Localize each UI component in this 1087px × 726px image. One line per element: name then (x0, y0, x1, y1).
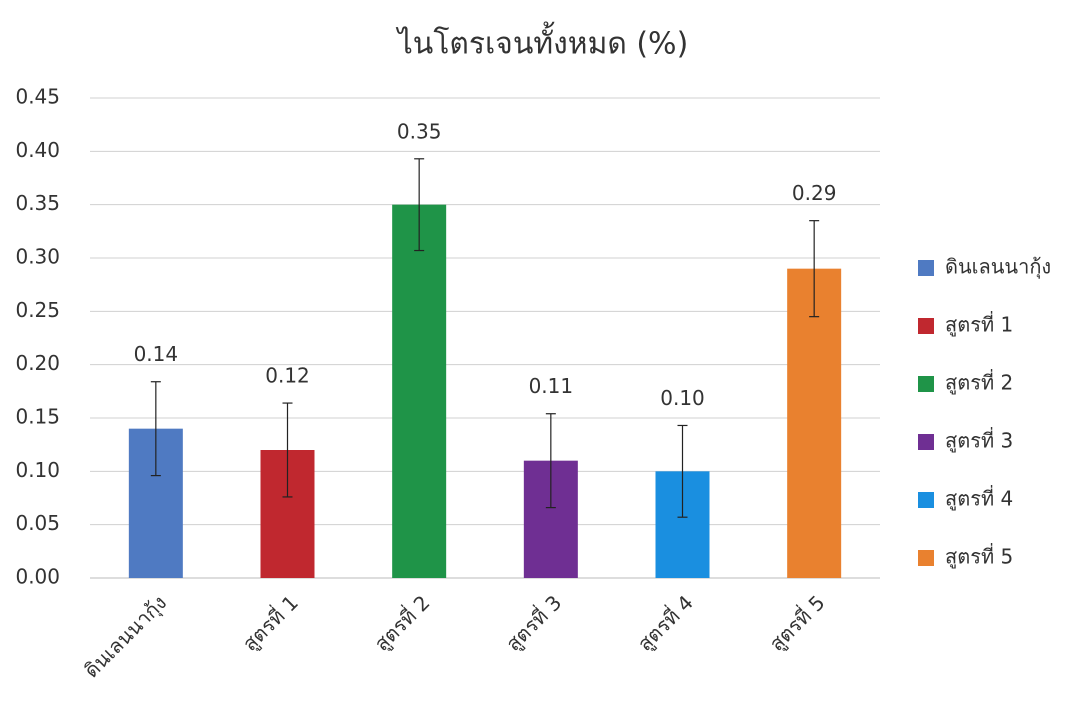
x-tick-label: ดินเลนนากุ้ง (79, 590, 172, 683)
x-tick-label: สูตรที่ 1 (236, 589, 303, 656)
y-tick-label: 0.25 (15, 298, 60, 322)
legend-swatch (918, 550, 934, 566)
legend-label: สูตรที่ 4 (945, 485, 1013, 512)
legend-label: ดินเลนนากุ้ง (945, 255, 1051, 280)
legend-swatch (918, 434, 934, 450)
data-label: 0.35 (397, 119, 442, 143)
y-tick-label: 0.10 (15, 458, 60, 482)
legend-label: สูตรที่ 5 (945, 543, 1013, 570)
chart-title: ไนโตรเจนทั้งหมด (%) (396, 22, 689, 62)
data-label: 0.29 (792, 181, 837, 205)
data-label: 0.10 (660, 386, 705, 410)
legend-swatch (918, 376, 934, 392)
y-tick-label: 0.35 (15, 191, 60, 215)
legend-swatch (918, 318, 934, 334)
y-tick-label: 0.15 (15, 405, 60, 429)
legend-label: สูตรที่ 3 (945, 427, 1013, 454)
legend-label: สูตรที่ 2 (945, 369, 1013, 396)
data-label: 0.14 (134, 342, 179, 366)
y-tick-label: 0.45 (15, 85, 60, 109)
x-tick-label: สูตรที่ 3 (500, 589, 567, 656)
legend-swatch (918, 492, 934, 508)
data-label: 0.11 (529, 374, 574, 398)
x-tick-label: สูตรที่ 2 (368, 589, 435, 656)
bar (787, 268, 842, 578)
x-tick-label: สูตรที่ 5 (763, 589, 830, 656)
x-tick-label: สูตรที่ 4 (631, 589, 698, 656)
y-tick-label: 0.30 (15, 245, 60, 269)
bar (392, 204, 447, 578)
legend-label: สูตรที่ 1 (945, 311, 1013, 338)
y-tick-label: 0.05 (15, 511, 60, 535)
y-tick-label: 0.00 (15, 565, 60, 589)
legend-swatch (918, 260, 934, 276)
data-label: 0.12 (265, 364, 310, 388)
y-tick-label: 0.40 (15, 138, 60, 162)
y-tick-label: 0.20 (15, 351, 60, 375)
